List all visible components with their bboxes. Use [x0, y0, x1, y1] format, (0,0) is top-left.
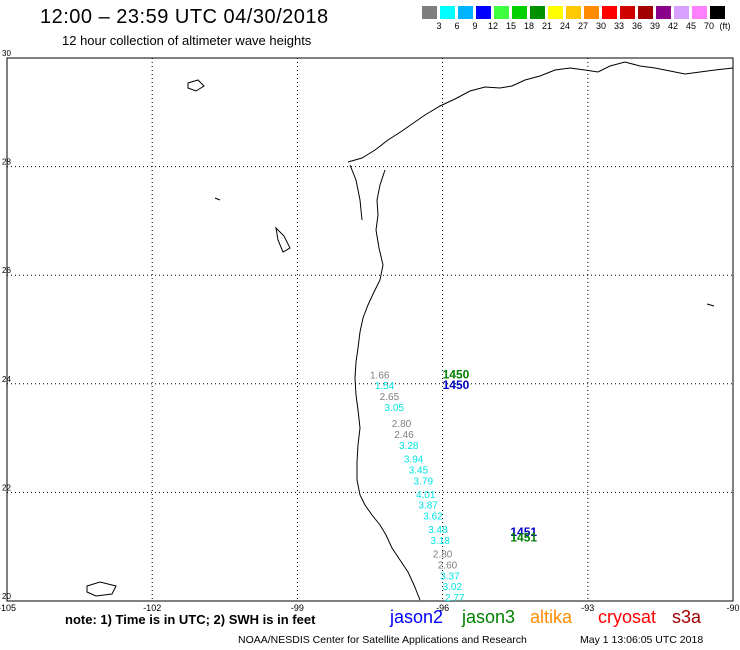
lake-4	[706, 303, 715, 307]
colorbar-unit: (ft)	[719, 21, 731, 31]
lon-tick-label: -105	[0, 603, 16, 613]
lat-tick-label: 30	[2, 49, 11, 58]
swh-label: 3.45	[409, 465, 429, 476]
swh-label: 3.87	[418, 501, 438, 512]
colorbar-swatch	[638, 6, 653, 19]
map-grid: -105 -102 -99 -96 -93 -90 30 28 26 24 22 20	[0, 49, 740, 613]
swh-label: 3.05	[385, 403, 405, 414]
lake-2	[275, 226, 291, 253]
swh-label: 1.54	[375, 381, 395, 392]
map-frame	[6, 57, 734, 602]
swh-label: 3.48	[428, 525, 448, 536]
lon-tick-label: -96	[436, 603, 449, 613]
colorbar-swatch	[620, 6, 635, 19]
pass-label: 1450	[443, 378, 470, 392]
colorbar-label: 39	[649, 21, 660, 31]
pass-label: 1451	[510, 525, 537, 539]
colorbar-swatch	[584, 6, 599, 19]
satellite-legend-s3a: s3a	[672, 607, 702, 627]
satellite-legend-jason2: jason2	[390, 607, 444, 627]
swh-label: 2.46	[394, 430, 414, 441]
swh-label: 3.62	[423, 512, 443, 523]
lat-tick-label: 26	[2, 266, 11, 275]
lon-tick-label: -102	[143, 603, 161, 613]
credit-text: NOAA/NESDIS Center for Satellite Applica…	[238, 634, 527, 646]
lat-tick-label: 28	[2, 158, 11, 167]
colorbar-swatch	[710, 6, 725, 19]
colorbar-swatch	[548, 6, 563, 19]
swh-label: 3.28	[399, 441, 419, 452]
colorbar-swatch	[566, 6, 581, 19]
coast-islands	[349, 164, 363, 221]
satellite-legend-cryosat: cryosat	[598, 607, 657, 627]
colorbar-label: 36	[631, 21, 642, 31]
colorbar-swatch	[602, 6, 617, 19]
colorbar-label: 18	[523, 21, 534, 31]
colorbar-swatch	[494, 6, 509, 19]
gulf-coastline	[347, 61, 734, 163]
colorbar-label: 42	[667, 21, 678, 31]
lat-tick-label: 22	[2, 483, 11, 492]
satellite-legend-jason3: jason3	[462, 607, 516, 627]
colorbar-swatch	[530, 6, 545, 19]
timestamp-text: May 1 13:06:05 UTC 2018	[580, 634, 704, 646]
swh-label: 4.01	[416, 490, 436, 501]
lat-tick-label: 24	[2, 375, 11, 384]
colorbar-label: 27	[577, 21, 588, 31]
mexico-coastline	[354, 169, 421, 601]
colorbar-swatch	[674, 6, 689, 19]
colorbar-label: 45	[685, 21, 696, 31]
swh-label: 1.66	[370, 370, 390, 381]
swh-label: 3.79	[414, 476, 434, 487]
colorbar-swatch	[458, 6, 473, 19]
colorbar-label: 24	[559, 21, 570, 31]
colorbar-label: 3	[436, 21, 442, 31]
colorbar-swatch	[512, 6, 527, 19]
lake-1	[187, 79, 205, 92]
swh-label: 2.60	[438, 560, 458, 571]
swh-label: 3.18	[431, 536, 451, 547]
swh-label: 2.77	[445, 593, 465, 604]
colorbar-swatch	[476, 6, 491, 19]
colorbar-label: 70	[703, 21, 714, 31]
swh-labels: 1.661.542.653.052.802.463.283.943.453.79…	[370, 370, 465, 604]
swh-label: 2.80	[392, 419, 412, 430]
colorbar-label: 30	[595, 21, 606, 31]
satellite-legend-altika: altika	[530, 607, 573, 627]
colorbar-swatch	[440, 6, 455, 19]
swh-label: 3.94	[404, 455, 424, 466]
colorbar-label: 33	[613, 21, 624, 31]
lake-5	[214, 197, 221, 201]
page-title: 12:00 – 23:59 UTC 04/30/2018	[40, 6, 329, 28]
swh-label: 3.37	[440, 571, 460, 582]
swh-label: 2.80	[433, 550, 453, 561]
lat-tick-label: 20	[2, 592, 11, 601]
lon-tick-label: -99	[291, 603, 304, 613]
colorbar-swatch	[422, 6, 437, 19]
lon-tick-label: -93	[581, 603, 594, 613]
colorbar-label: 21	[541, 21, 552, 31]
pass-label: 1450	[443, 367, 470, 381]
colorbar-label: 9	[472, 21, 478, 31]
colorbar-label: 12	[487, 21, 498, 31]
lon-tick-label: -90	[726, 603, 739, 613]
pass-label: 1451	[510, 530, 537, 544]
coastline	[86, 61, 734, 601]
colorbar-swatch	[656, 6, 671, 19]
colorbar-label: 15	[505, 21, 516, 31]
colorbar-swatch	[692, 6, 707, 19]
swh-label: 2.65	[380, 392, 400, 403]
page-subtitle: 12 hour collection of altimeter wave hei…	[62, 33, 312, 48]
colorbar-label: 6	[454, 21, 460, 31]
swh-label: 3.02	[443, 582, 463, 593]
lake-3	[86, 581, 117, 597]
footer-note: note: 1) Time is in UTC; 2) SWH is in fe…	[65, 612, 316, 627]
